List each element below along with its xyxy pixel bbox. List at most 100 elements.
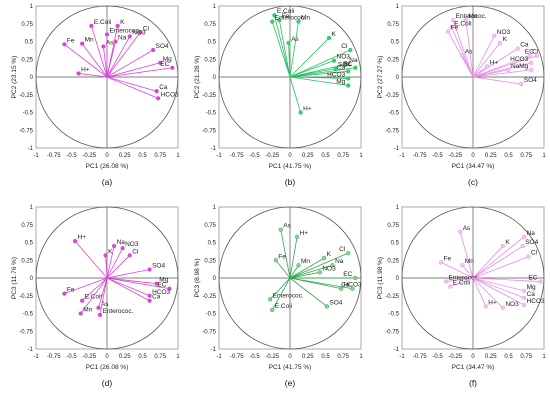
- y-tick-label: 0.25: [387, 258, 399, 264]
- y-axis-label: PC2 (21.28 %): [194, 56, 201, 99]
- y-tick-label: -0.75: [19, 128, 33, 134]
- loading-vector: [462, 264, 474, 279]
- loading-point: [458, 229, 463, 235]
- x-tick-label: 0: [105, 354, 109, 360]
- point-label: EC: [528, 275, 537, 282]
- loading-vector: [106, 277, 150, 297]
- x-tick-label: -0.75: [47, 153, 61, 159]
- x-tick-label: 0.5: [138, 354, 147, 360]
- y-tick-label: 0: [213, 276, 217, 282]
- y-tick-label: -0.75: [202, 329, 216, 335]
- loading-point: [270, 19, 275, 24]
- y-tick-label: 0.75: [204, 223, 216, 229]
- loading-vector: [450, 277, 474, 287]
- point-label: Na: [527, 230, 536, 237]
- loading-point: [147, 293, 152, 298]
- loading-point: [348, 47, 353, 53]
- loading-vector: [106, 245, 115, 279]
- panel-4: -1 -0.75 -0.5 -0.25 0 0.25 0.5 0.75 1 1 0.75 0.5 0.2…: [11, 205, 180, 388]
- loading-point: [438, 260, 444, 265]
- y-tick-label: 0.75: [387, 223, 399, 229]
- x-tick-label: -0.75: [413, 354, 427, 360]
- x-tick-label: -0.5: [432, 354, 443, 360]
- loading-point: [286, 40, 291, 46]
- loading-vector: [273, 15, 291, 78]
- point-label: K: [327, 251, 332, 258]
- x-tick-label: 0.75: [520, 153, 532, 159]
- loading-vector: [472, 69, 532, 78]
- loading-point: [296, 19, 301, 24]
- point-label: SO4: [338, 61, 351, 68]
- point-label: E.Coli: [85, 294, 102, 301]
- point-label: H+: [303, 106, 312, 113]
- loading-point: [521, 302, 527, 308]
- loading-point: [89, 23, 94, 29]
- y-tick-label: -0.5: [23, 111, 34, 117]
- loading-vector: [106, 32, 141, 78]
- y-tick-label: 0: [396, 75, 400, 81]
- point-label: EC: [160, 61, 169, 68]
- point-label: As: [291, 36, 299, 43]
- loading-vector: [465, 20, 474, 78]
- y-tick-label: 0.75: [204, 22, 216, 28]
- loading-vector: [106, 36, 131, 78]
- point-label: Cl: [341, 43, 348, 50]
- loading-point: [529, 60, 534, 65]
- point-label: Cl: [531, 250, 538, 257]
- loading-point: [96, 305, 101, 310]
- x-tick-label: 0.25: [302, 354, 314, 360]
- loading-vector: [452, 20, 474, 78]
- x-tick-label: 0.5: [504, 153, 513, 159]
- loading-vector: [472, 66, 488, 78]
- point-label: HCO3: [161, 91, 179, 98]
- loading-point: [127, 34, 132, 39]
- loading-vector: [472, 256, 529, 279]
- loading-point: [350, 286, 355, 291]
- loading-vector: [269, 277, 291, 300]
- y-tick-label: 1: [396, 205, 400, 211]
- x-tick-label: 0: [471, 153, 475, 159]
- loading-vector: [289, 76, 349, 79]
- loading-vector: [106, 62, 161, 78]
- point-label: Mn: [85, 37, 94, 44]
- loading-point: [113, 39, 118, 44]
- panel-caption: (b): [285, 177, 296, 187]
- loading-point: [277, 18, 282, 23]
- x-tick-label: 1: [542, 354, 546, 360]
- point-label: K: [120, 19, 125, 26]
- x-tick-label: 1: [359, 354, 363, 360]
- loading-point: [521, 288, 527, 293]
- point-label: K: [505, 239, 510, 246]
- point-label: E.Coli: [277, 8, 294, 15]
- loading-vector: [64, 277, 108, 294]
- y-tick-label: 1: [213, 205, 217, 211]
- y-tick-label: 0: [213, 75, 217, 81]
- point-label: NO3: [497, 29, 511, 36]
- point-label: NO3: [132, 30, 146, 37]
- x-tick-label: -0.75: [230, 153, 244, 159]
- y-tick-label: -0.5: [206, 111, 217, 117]
- loading-point: [527, 53, 532, 58]
- loading-vector: [472, 277, 487, 307]
- loading-point: [298, 110, 303, 115]
- point-label: HCO3: [510, 56, 528, 63]
- x-tick-label: -0.25: [265, 153, 279, 159]
- point-label: As: [463, 225, 471, 232]
- point-label: Mn: [468, 13, 477, 20]
- point-label: NO3: [337, 54, 351, 61]
- point-label: Ca: [159, 84, 168, 91]
- y-tick-label: 0.25: [204, 258, 216, 264]
- loading-vector: [280, 229, 291, 279]
- x-tick-label: -0.75: [47, 354, 61, 360]
- loading-vector: [106, 41, 116, 78]
- y-tick-label: 0.25: [21, 57, 33, 63]
- y-tick-label: 0.25: [21, 258, 33, 264]
- loading-point: [485, 64, 490, 69]
- loading-vector: [81, 43, 108, 78]
- loading-point: [321, 255, 327, 261]
- point-label: HCO3: [327, 71, 345, 78]
- y-tick-label: 0: [396, 276, 400, 282]
- point-label: H+: [300, 230, 309, 237]
- y-tick-label: 0.75: [21, 22, 33, 28]
